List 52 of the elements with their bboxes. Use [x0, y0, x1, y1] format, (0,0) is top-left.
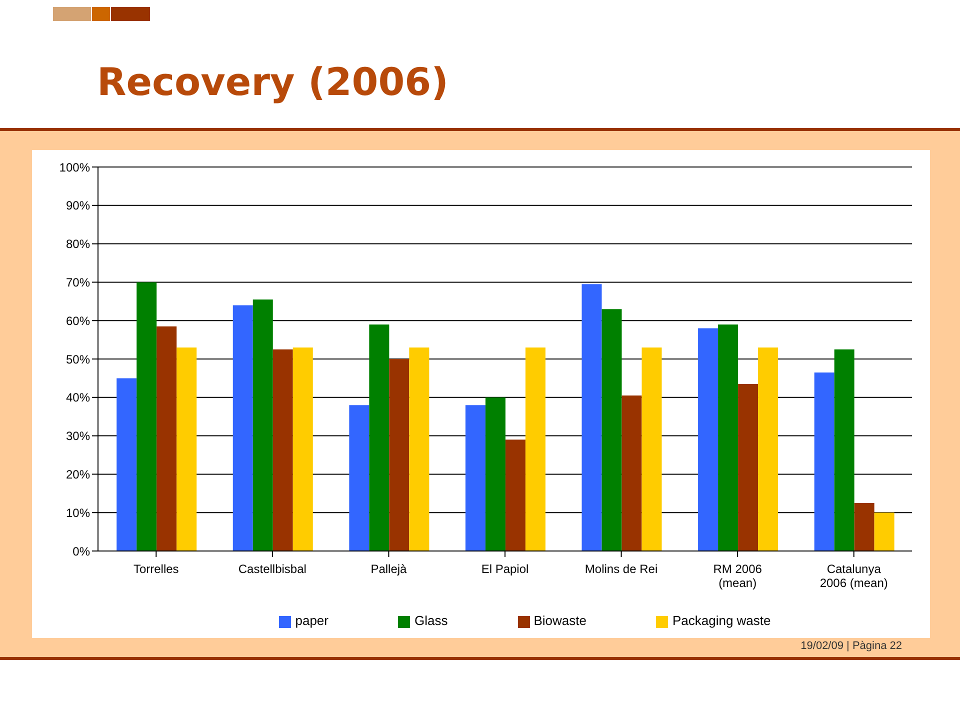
- y-tick-label: 50%: [66, 352, 90, 366]
- bar: [252, 299, 273, 551]
- y-tick-label: 70%: [66, 275, 90, 290]
- text: 19/02/09 | Pàgina 22: [800, 640, 902, 652]
- y-tick-label: 30%: [66, 429, 90, 444]
- x-tick-label: Molins de Rei: [584, 562, 658, 576]
- y-tick-label: 100%: [59, 160, 90, 174]
- bar: [349, 405, 370, 551]
- bar: [525, 347, 546, 551]
- bar: [602, 309, 622, 551]
- bar: [292, 347, 313, 551]
- x-tick-label: Pallejà: [370, 562, 408, 576]
- bar: [409, 347, 430, 551]
- legend-label: Biowaste: [534, 613, 586, 628]
- y-tick-label: 90%: [66, 198, 90, 213]
- y-tick-label: 80%: [66, 237, 90, 252]
- x-tick-label: RM 2006 (mean): [713, 562, 762, 590]
- bar: [834, 349, 854, 551]
- x-tick-label: Torrelles: [133, 562, 179, 576]
- bar: [136, 282, 157, 551]
- y-tick-label: 20%: [66, 467, 90, 482]
- chart-title: Recovery (2006): [97, 60, 448, 104]
- bar: [698, 328, 718, 551]
- bar: [854, 503, 874, 551]
- bar: [622, 395, 642, 551]
- bar: [758, 347, 778, 551]
- y-tick-label: 60%: [66, 314, 90, 328]
- bar: [116, 378, 137, 551]
- legend-label: paper: [295, 613, 328, 628]
- bar: [505, 440, 526, 551]
- bar: [156, 326, 177, 551]
- x-tick-label: El Papiol: [481, 562, 529, 576]
- bar: [485, 397, 506, 551]
- y-tick-label: 0%: [72, 544, 90, 558]
- bar: [582, 284, 602, 551]
- bar: [369, 324, 390, 551]
- y-tick-label: 40%: [66, 390, 90, 405]
- legend-label: Glass: [414, 613, 448, 628]
- bar: [176, 347, 197, 551]
- bar: [814, 372, 834, 551]
- legend-label: Packaging waste: [672, 613, 771, 628]
- bar: [718, 324, 738, 551]
- x-tick-label: Castellbisbal: [238, 562, 306, 576]
- bar: [738, 384, 758, 551]
- bar: [874, 512, 894, 551]
- bar: [642, 347, 662, 551]
- y-tick-label: 10%: [66, 506, 90, 520]
- bar: [232, 305, 253, 551]
- bar: [465, 405, 486, 551]
- x-tick-label: Catalunya 2006 (mean): [820, 562, 888, 590]
- bar: [389, 359, 410, 551]
- bar: [272, 349, 293, 551]
